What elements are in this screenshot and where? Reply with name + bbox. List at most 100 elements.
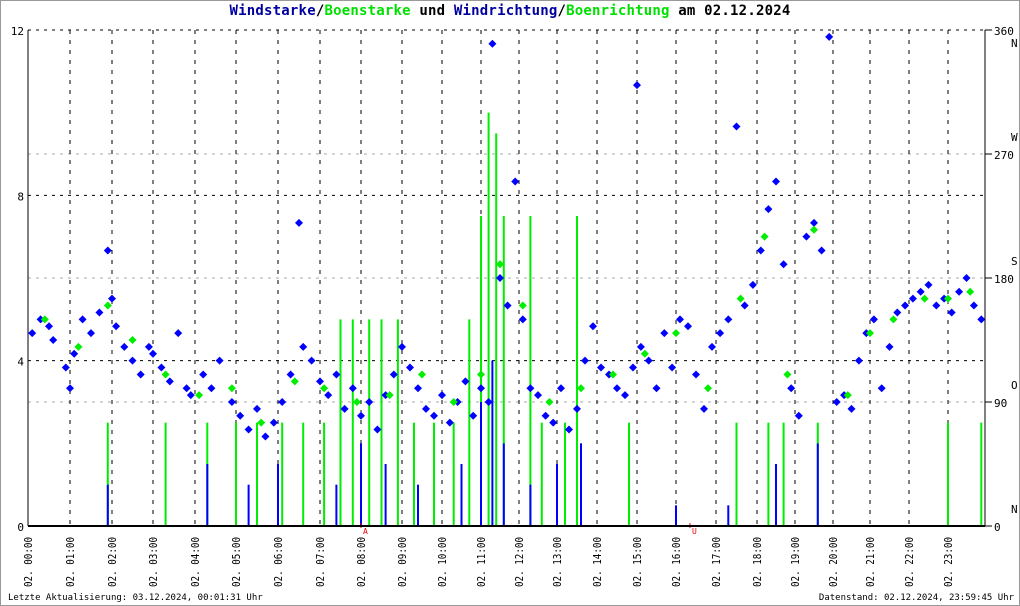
compass-label: W bbox=[1011, 131, 1018, 144]
point-windrichtung bbox=[340, 404, 349, 413]
title-date: am 02.12.2024 bbox=[669, 3, 791, 19]
point-windrichtung bbox=[316, 377, 324, 386]
point-boenrichtung bbox=[609, 370, 617, 379]
point-windrichtung bbox=[597, 363, 605, 372]
left-tick-label: 8 bbox=[17, 190, 24, 203]
point-windrichtung bbox=[157, 363, 166, 372]
point-windrichtung bbox=[668, 363, 677, 372]
right-tick-label: 270 bbox=[994, 149, 1014, 162]
point-windrichtung bbox=[381, 391, 390, 400]
point-windrichtung bbox=[962, 274, 971, 282]
point-boenrichtung bbox=[889, 315, 898, 324]
point-windrichtung bbox=[924, 280, 933, 289]
point-windrichtung bbox=[877, 384, 886, 393]
right-tick-label: 90 bbox=[994, 397, 1007, 410]
x-tick-label: 02. 01:00 bbox=[64, 537, 77, 587]
point-windrichtung bbox=[825, 32, 834, 41]
point-boenrichtung bbox=[920, 294, 929, 303]
point-windrichtung bbox=[445, 418, 454, 427]
point-windrichtung bbox=[36, 315, 45, 324]
marker-label: A bbox=[363, 527, 368, 536]
point-boenrichtung bbox=[704, 384, 712, 393]
x-tick-label: 02. 00:00 bbox=[22, 537, 35, 587]
x-tick-label: 02. 14:00 bbox=[591, 537, 604, 587]
point-boenrichtung bbox=[418, 370, 426, 379]
point-windrichtung bbox=[613, 384, 621, 393]
point-windrichtung bbox=[901, 301, 910, 310]
point-windrichtung bbox=[955, 287, 964, 296]
point-boenrichtung bbox=[640, 349, 649, 358]
point-windrichtung bbox=[947, 308, 956, 317]
point-windrichtung bbox=[61, 363, 70, 372]
point-windrichtung bbox=[389, 370, 398, 379]
point-windrichtung bbox=[885, 342, 894, 351]
point-windrichtung bbox=[112, 322, 121, 331]
point-windrichtung bbox=[621, 391, 629, 400]
x-tick-label: 02. 18:00 bbox=[751, 537, 764, 587]
point-windrichtung bbox=[541, 411, 550, 420]
point-windrichtung bbox=[810, 218, 818, 227]
point-windrichtung bbox=[832, 398, 841, 406]
point-boenrichtung bbox=[944, 294, 952, 303]
right-tick-label: 180 bbox=[994, 273, 1014, 286]
x-tick-label: 02. 13:00 bbox=[551, 537, 564, 587]
point-windrichtung bbox=[488, 39, 497, 48]
point-boenrichtung bbox=[518, 301, 527, 310]
point-windrichtung bbox=[740, 301, 749, 310]
point-windrichtung bbox=[95, 308, 104, 317]
point-windrichtung bbox=[692, 370, 700, 379]
point-windrichtung bbox=[581, 356, 589, 365]
x-tick-label: 02. 11:00 bbox=[475, 537, 488, 587]
x-tick-label: 02. 17:00 bbox=[710, 537, 723, 587]
point-windrichtung bbox=[557, 384, 565, 393]
point-boenrichtung bbox=[385, 391, 394, 400]
point-windrichtung bbox=[854, 356, 863, 365]
point-windrichtung bbox=[278, 398, 287, 406]
point-windrichtung bbox=[916, 287, 925, 296]
point-windrichtung bbox=[977, 315, 986, 324]
compass-label: O bbox=[1011, 379, 1018, 392]
left-tick-label: 0 bbox=[17, 521, 24, 534]
title-wind: Windstarke bbox=[229, 3, 316, 19]
point-windrichtung bbox=[534, 391, 542, 400]
point-windrichtung bbox=[182, 384, 191, 393]
x-tick-label: 02. 02:00 bbox=[106, 537, 119, 587]
point-windrichtung bbox=[165, 377, 174, 386]
point-boenrichtung bbox=[760, 232, 769, 241]
point-windrichtung bbox=[295, 218, 303, 227]
point-windrichtung bbox=[503, 301, 512, 310]
point-boenrichtung bbox=[736, 294, 745, 303]
x-tick-label: 02. 09:00 bbox=[396, 537, 409, 587]
point-windrichtung bbox=[469, 411, 478, 420]
x-tick-label: 02. 16:00 bbox=[670, 537, 683, 587]
point-boenrichtung bbox=[577, 384, 585, 393]
point-windrichtung bbox=[438, 391, 446, 400]
point-boenrichtung bbox=[227, 384, 236, 393]
x-tick-label: 02. 15:00 bbox=[631, 537, 644, 587]
point-boenrichtung bbox=[352, 398, 361, 406]
point-windrichtung bbox=[708, 342, 716, 351]
point-windrichtung bbox=[324, 391, 333, 400]
marker-label: U bbox=[692, 527, 697, 536]
point-windrichtung bbox=[261, 432, 270, 441]
point-windrichtung bbox=[136, 370, 145, 379]
point-boenrichtung bbox=[496, 260, 504, 269]
point-windrichtung bbox=[633, 81, 641, 90]
x-tick-label: 02. 23:00 bbox=[942, 537, 955, 587]
point-windrichtung bbox=[332, 370, 341, 379]
point-windrichtung bbox=[398, 342, 406, 351]
point-windrichtung bbox=[253, 404, 261, 413]
point-windrichtung bbox=[269, 418, 278, 427]
point-boenrichtung bbox=[672, 329, 680, 338]
point-windrichtung bbox=[461, 377, 470, 386]
point-windrichtung bbox=[756, 246, 765, 255]
point-windrichtung bbox=[144, 342, 153, 351]
point-boenrichtung bbox=[257, 418, 266, 427]
point-windrichtung bbox=[518, 315, 527, 324]
x-tick-label: 02. 06:00 bbox=[272, 537, 285, 587]
point-windrichtung bbox=[652, 384, 661, 393]
point-windrichtung bbox=[414, 384, 422, 393]
x-tick-label: 02. 19:00 bbox=[789, 537, 802, 587]
right-tick-label: 0 bbox=[994, 521, 1001, 534]
